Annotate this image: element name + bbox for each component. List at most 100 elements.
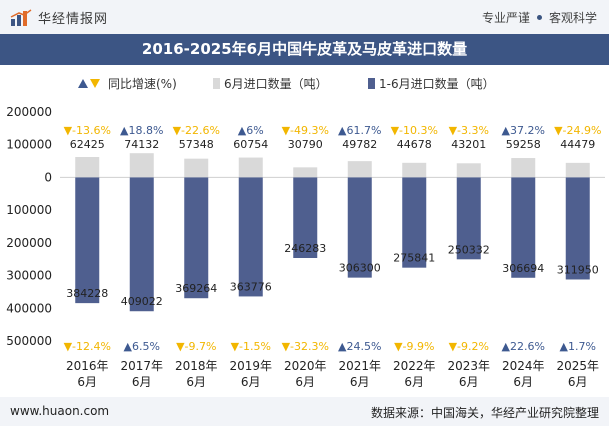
monthly-yoy-label: ▼-3.3% bbox=[449, 124, 489, 137]
chart-title: 2016-2025年6月中国牛皮革及马皮革进口数量 bbox=[141, 40, 468, 58]
monthly-yoy-label: ▼-13.6% bbox=[64, 124, 111, 137]
cumulative-value-label: 363776 bbox=[230, 280, 272, 293]
monthly-value-label: 62425 bbox=[70, 138, 105, 151]
footer-bar: www.huaon.com 数据来源：中国海关，华经产业研究院整理 bbox=[0, 397, 609, 426]
monthly-bar bbox=[511, 158, 536, 178]
monthly-yoy-label: ▼-24.9% bbox=[554, 124, 601, 137]
x-tick-label-line: 2016年 bbox=[66, 359, 109, 373]
separator-dot-icon bbox=[536, 15, 542, 20]
cumulative-bar bbox=[75, 177, 100, 304]
y-tick-label: 500000 bbox=[6, 334, 52, 348]
cumulative-value-label: 306694 bbox=[502, 262, 544, 275]
cumulative-yoy-label: ▲6.5% bbox=[124, 340, 160, 353]
monthly-bar bbox=[184, 158, 209, 178]
y-tick-label: 0 bbox=[44, 170, 52, 184]
footer-website: www.huaon.com bbox=[10, 404, 110, 418]
x-tick-label-line: 2025年 bbox=[556, 359, 599, 373]
monthly-bar bbox=[456, 163, 481, 178]
legend-cumulative-label: 1-6月进口数量（吨） bbox=[379, 76, 495, 91]
legend-monthly-swatch bbox=[213, 78, 220, 89]
brand-name: 华经情报网 bbox=[38, 12, 109, 27]
legend-down-triangle-icon bbox=[90, 79, 100, 88]
x-tick-label-line: 2018年 bbox=[175, 359, 218, 373]
cumulative-yoy-label: ▼-9.2% bbox=[449, 340, 489, 353]
monthly-yoy-label: ▼-49.3% bbox=[282, 124, 329, 137]
y-tick-label: 300000 bbox=[6, 269, 52, 283]
tag-objective: 客观科学 bbox=[548, 11, 597, 25]
cumulative-value-label: 384228 bbox=[66, 287, 108, 300]
cumulative-yoy-label: ▲22.6% bbox=[502, 340, 545, 353]
cumulative-yoy-label: ▲24.5% bbox=[338, 340, 381, 353]
x-tick-label: 2018年 6月 bbox=[175, 359, 218, 389]
cumulative-value-label: 369264 bbox=[175, 282, 217, 295]
x-tick-label-line: 6月 bbox=[459, 375, 479, 389]
header-tags: 专业严谨 客观科学 bbox=[482, 9, 597, 26]
monthly-bar bbox=[293, 167, 318, 178]
monthly-bar bbox=[75, 157, 100, 178]
x-tick-label-line: 2024年 bbox=[502, 359, 545, 373]
x-tick-label-line: 2022年 bbox=[393, 359, 436, 373]
legend-cumulative-swatch bbox=[368, 78, 375, 89]
monthly-value-label: 57348 bbox=[179, 138, 214, 151]
x-tick-label-line: 6月 bbox=[513, 375, 533, 389]
x-tick-label: 2025年 6月 bbox=[556, 359, 599, 389]
y-tick-label: 200000 bbox=[6, 236, 52, 250]
footer-source: 数据来源：中国海关，华经产业研究院整理 bbox=[370, 406, 599, 420]
monthly-value-label: 44479 bbox=[560, 138, 595, 151]
tag-professional: 专业严谨 bbox=[481, 11, 530, 25]
y-tick-label: 100000 bbox=[6, 203, 52, 217]
x-tick-label: 2019年 6月 bbox=[229, 359, 272, 389]
cumulative-yoy-label: ▼-32.3% bbox=[282, 340, 329, 353]
cumulative-yoy-label: ▼-1.5% bbox=[231, 340, 271, 353]
monthly-yoy-label: ▲37.2% bbox=[502, 124, 545, 137]
cumulative-bar bbox=[565, 177, 590, 280]
x-tick-label: 2021年 6月 bbox=[338, 359, 381, 389]
x-tick-label: 2022年 6月 bbox=[393, 359, 436, 389]
monthly-bar bbox=[238, 157, 263, 178]
cumulative-bar bbox=[184, 177, 209, 299]
cumulative-bar bbox=[347, 177, 372, 278]
cumulative-value-label: 409022 bbox=[121, 295, 163, 308]
x-tick-label-line: 6月 bbox=[350, 375, 370, 389]
legend-up-triangle-icon bbox=[78, 79, 88, 88]
legend-monthly-label: 6月进口数量（吨） bbox=[224, 76, 328, 91]
monthly-value-label: 30790 bbox=[288, 138, 323, 151]
monthly-bar bbox=[565, 162, 590, 178]
monthly-value-label: 59258 bbox=[506, 138, 541, 151]
x-tick-label-line: 6月 bbox=[132, 375, 152, 389]
y-tick-label: 100000 bbox=[6, 138, 52, 152]
monthly-yoy-label: ▼-22.6% bbox=[173, 124, 220, 137]
cumulative-bar bbox=[129, 177, 154, 312]
title-bar: 2016-2025年6月中国牛皮革及马皮革进口数量 bbox=[0, 34, 609, 65]
y-tick-label: 400000 bbox=[6, 301, 52, 315]
x-tick-label-line: 2020年 bbox=[284, 359, 327, 373]
cumulative-yoy-label: ▲1.7% bbox=[560, 340, 596, 353]
monthly-bar bbox=[129, 153, 154, 178]
monthly-value-label: 60754 bbox=[233, 138, 268, 151]
monthly-value-label: 49782 bbox=[342, 138, 377, 151]
monthly-bar bbox=[402, 162, 427, 178]
cumulative-value-label: 246283 bbox=[284, 242, 326, 255]
x-tick-label-line: 2021年 bbox=[338, 359, 381, 373]
x-tick-label-line: 6月 bbox=[186, 375, 206, 389]
x-tick-label: 2020年 6月 bbox=[284, 359, 327, 389]
cumulative-yoy-label: ▼-12.4% bbox=[64, 340, 111, 353]
cumulative-value-label: 250332 bbox=[448, 243, 490, 256]
x-tick-label: 2024年 6月 bbox=[502, 359, 545, 389]
y-tick-label: 200000 bbox=[6, 105, 52, 119]
huajing-logo-icon bbox=[10, 8, 32, 26]
monthly-value-label: 44678 bbox=[397, 138, 432, 151]
top-bar: 华经情报网 专业严谨 客观科学 bbox=[0, 0, 609, 34]
x-tick-label-line: 6月 bbox=[568, 375, 588, 389]
x-tick-label: 2016年 6月 bbox=[66, 359, 109, 389]
monthly-yoy-label: ▲61.7% bbox=[338, 124, 381, 137]
cumulative-bar bbox=[511, 177, 536, 278]
cumulative-bar bbox=[293, 177, 318, 258]
cumulative-value-label: 311950 bbox=[557, 263, 599, 276]
monthly-yoy-label: ▲6% bbox=[238, 124, 264, 137]
cumulative-bar bbox=[238, 177, 263, 297]
cumulative-value-label: 275841 bbox=[393, 252, 435, 265]
legend-yoy-label: 同比增速(%) bbox=[108, 77, 177, 91]
x-tick-label-line: 2017年 bbox=[120, 359, 163, 373]
